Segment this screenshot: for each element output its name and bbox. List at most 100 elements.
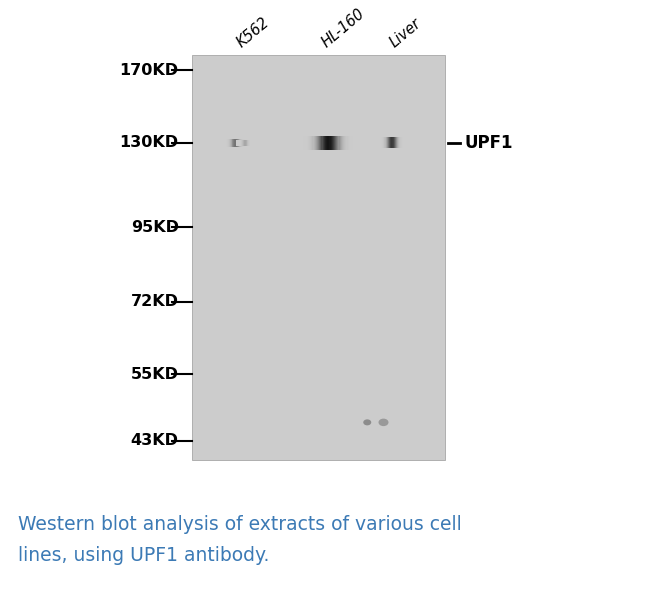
Bar <box>406 137 408 148</box>
Bar <box>393 137 394 148</box>
Bar <box>246 140 247 146</box>
Bar <box>351 136 352 150</box>
Bar <box>244 140 245 146</box>
Bar <box>244 139 245 147</box>
Bar <box>226 139 228 147</box>
Bar <box>229 139 230 147</box>
Bar <box>247 140 248 146</box>
Bar <box>334 136 335 150</box>
Bar <box>236 139 237 147</box>
Bar <box>247 140 248 146</box>
Bar <box>239 140 240 146</box>
Bar <box>407 137 408 148</box>
Bar <box>395 137 396 148</box>
Text: 72KD: 72KD <box>131 294 179 309</box>
Bar <box>339 136 341 150</box>
Bar <box>235 139 236 147</box>
Bar <box>238 140 239 146</box>
Bar <box>238 139 239 147</box>
Bar <box>248 140 249 146</box>
Bar <box>391 137 393 148</box>
Bar <box>245 139 246 147</box>
Bar <box>339 136 340 150</box>
Bar <box>304 136 306 150</box>
Bar <box>224 139 226 147</box>
Bar <box>401 137 402 148</box>
Bar <box>227 139 228 147</box>
Bar <box>237 139 238 147</box>
Bar <box>245 140 246 146</box>
Bar <box>319 136 321 150</box>
Bar <box>391 137 392 148</box>
Bar <box>356 136 357 150</box>
Bar <box>396 137 398 148</box>
Bar <box>254 140 255 146</box>
Bar <box>345 136 347 150</box>
Bar <box>244 139 246 147</box>
Bar <box>317 136 318 150</box>
Bar <box>325 136 326 150</box>
Bar <box>235 139 236 147</box>
Bar <box>336 136 338 150</box>
Bar <box>228 139 229 147</box>
Bar <box>239 140 240 146</box>
Bar <box>240 140 241 146</box>
Bar <box>333 136 334 150</box>
Bar <box>383 137 384 148</box>
Bar <box>402 137 403 148</box>
Bar <box>231 139 233 147</box>
Bar <box>302 136 304 150</box>
Bar <box>379 137 380 148</box>
Bar <box>376 137 378 148</box>
Bar <box>361 136 363 150</box>
Bar <box>405 137 406 148</box>
Text: 43KD: 43KD <box>131 433 179 448</box>
Bar <box>378 137 380 148</box>
Bar <box>253 140 254 146</box>
Bar <box>313 136 314 150</box>
Bar <box>348 136 350 150</box>
Bar <box>226 139 227 147</box>
Bar <box>360 136 361 150</box>
Bar <box>399 137 400 148</box>
Bar <box>246 139 247 147</box>
Bar <box>359 136 361 150</box>
Bar <box>242 140 244 146</box>
Bar <box>243 140 244 146</box>
Bar <box>240 139 241 147</box>
Bar <box>328 136 330 150</box>
Bar <box>332 136 333 150</box>
Text: 170KD: 170KD <box>120 63 179 78</box>
Bar <box>296 136 298 150</box>
Bar <box>404 137 405 148</box>
Bar <box>310 136 312 150</box>
Bar <box>327 136 329 150</box>
Bar <box>248 139 250 147</box>
Bar <box>228 139 229 147</box>
Bar <box>250 140 251 146</box>
Bar <box>239 139 240 147</box>
Bar <box>241 140 242 146</box>
Bar <box>324 136 326 150</box>
Text: 130KD: 130KD <box>120 135 179 150</box>
Bar <box>238 139 239 147</box>
Bar <box>342 136 343 150</box>
Bar <box>231 139 232 147</box>
Bar <box>232 139 233 147</box>
Bar <box>380 137 382 148</box>
Bar <box>243 139 244 147</box>
Bar <box>252 140 253 146</box>
Bar <box>233 139 235 147</box>
Bar <box>330 136 331 150</box>
Bar <box>225 139 226 147</box>
Bar <box>242 140 243 146</box>
Bar <box>337 136 339 150</box>
Bar <box>241 139 242 147</box>
Bar <box>398 137 399 148</box>
Bar <box>245 140 246 146</box>
Bar <box>396 137 397 148</box>
Bar <box>397 137 398 148</box>
Bar <box>353 136 355 150</box>
Bar <box>229 139 231 147</box>
Text: 55KD: 55KD <box>131 367 179 382</box>
